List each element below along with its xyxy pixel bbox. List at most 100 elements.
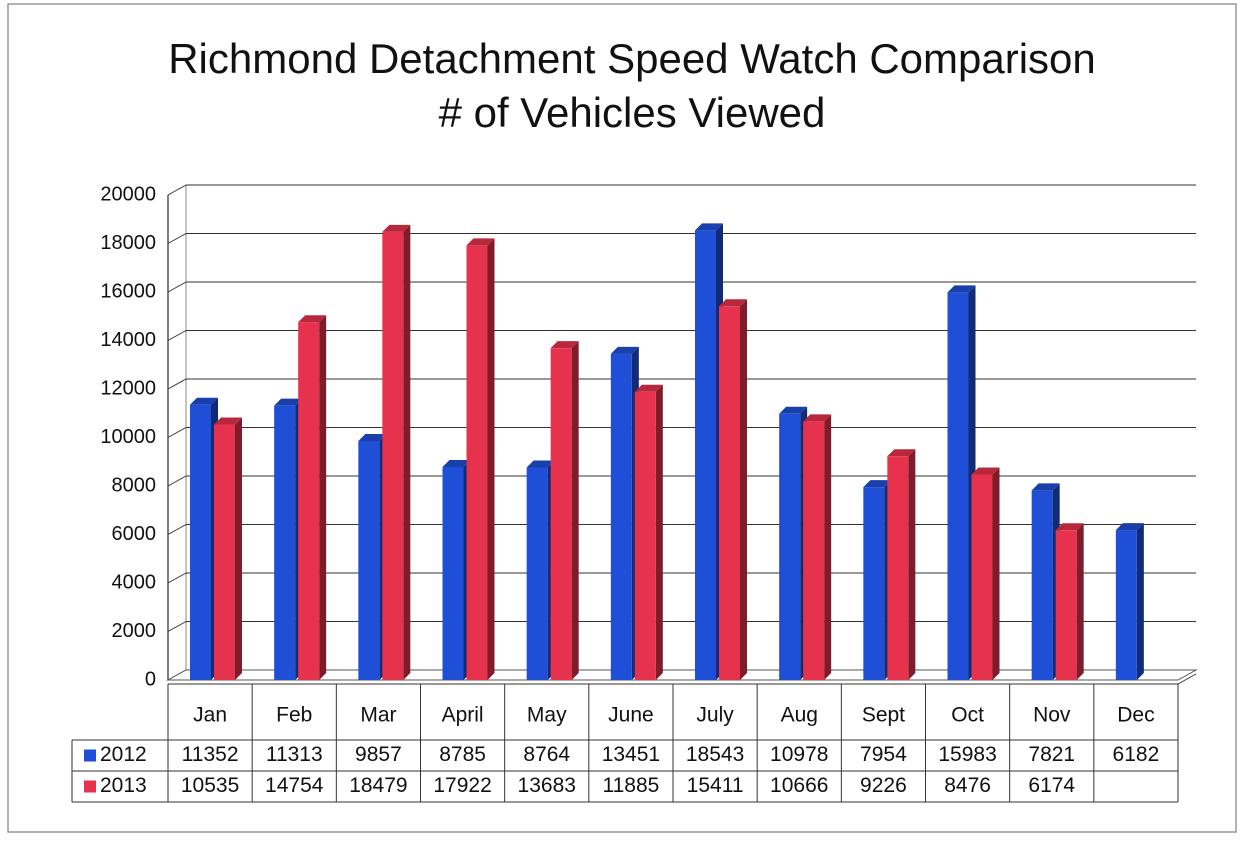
bar-top (550, 341, 579, 349)
bar (803, 421, 825, 680)
bar (887, 456, 909, 680)
bar-top (358, 433, 387, 441)
bar-side (571, 341, 579, 680)
bar-top (190, 397, 218, 405)
data-label: 17922 (433, 774, 491, 797)
bar-side (235, 417, 242, 680)
bar (695, 230, 716, 680)
grid-line (167, 524, 187, 535)
bar-top (719, 299, 747, 307)
x-tick-label: May (527, 704, 567, 727)
y-tick-label: 6000 (112, 523, 157, 545)
bar (442, 466, 464, 680)
bar (382, 231, 404, 680)
legend-swatch (84, 749, 96, 762)
data-label: 9857 (355, 743, 402, 766)
legend-label: 2013 (100, 774, 147, 797)
x-tick-label: June (608, 704, 654, 727)
bar-side (1076, 523, 1084, 680)
bar (971, 474, 993, 680)
bar-top (610, 346, 639, 354)
bar (526, 467, 548, 680)
x-tick-label: Nov (1033, 704, 1071, 727)
bar (1055, 530, 1077, 680)
bar (634, 391, 656, 680)
data-label: 11313 (266, 743, 323, 766)
bar (466, 245, 488, 681)
bar (947, 292, 969, 680)
grid-line (167, 378, 187, 390)
x-tick-label: Sept (862, 704, 905, 727)
y-tick-label: 4000 (112, 571, 157, 593)
bar-top (274, 398, 303, 406)
bar-top (887, 449, 916, 457)
data-label: 10535 (181, 774, 239, 797)
bar-top (695, 223, 723, 231)
data-label: 18543 (686, 743, 744, 766)
bar-top (803, 414, 832, 422)
data-label: 6174 (1028, 774, 1075, 797)
bar-side (319, 315, 327, 680)
x-tick-label: Jan (193, 704, 227, 727)
data-label: 7954 (860, 743, 907, 766)
y-tick-label: 0 (145, 668, 156, 690)
y-tick-label: 8000 (112, 474, 157, 496)
chart-subtitle: # of Vehicles Viewed (439, 89, 826, 136)
data-label: 11885 (602, 774, 659, 797)
y-tick-label: 16000 (100, 280, 156, 302)
bar-side (487, 238, 495, 681)
data-label: 18479 (349, 774, 407, 797)
x-tick-label: Oct (951, 704, 984, 727)
bar (274, 405, 296, 680)
legend-label: 2012 (100, 743, 147, 766)
y-tick-label: 14000 (100, 329, 156, 351)
grid-line (167, 330, 187, 341)
y-tick-label: 18000 (100, 232, 156, 254)
bar-top (947, 285, 976, 293)
bar (550, 348, 572, 680)
bar-top (1031, 483, 1060, 491)
grid-line (167, 281, 187, 293)
bar (1031, 490, 1053, 680)
grid-line (167, 184, 187, 196)
table-line (1177, 673, 1197, 685)
y-tick-label: 20000 (100, 183, 156, 205)
x-tick-label: July (696, 704, 734, 727)
bar-top (214, 417, 242, 425)
data-label: 9226 (860, 774, 907, 797)
data-label: 7821 (1028, 743, 1075, 766)
data-label: 8476 (944, 774, 991, 797)
bar (863, 487, 885, 680)
x-tick-label: Aug (781, 704, 818, 727)
bar (610, 353, 632, 680)
x-tick-label: Feb (276, 704, 312, 727)
bar (358, 440, 380, 680)
bar-top (382, 224, 411, 232)
bar-side (1136, 523, 1144, 680)
data-label: 8785 (439, 743, 486, 766)
bar-top (442, 459, 471, 467)
data-label: 10666 (770, 774, 828, 797)
bar-top (779, 406, 808, 414)
y-tick-label: 2000 (112, 620, 157, 642)
bar (190, 404, 211, 680)
bar-top (298, 315, 327, 323)
bar-side (824, 414, 832, 680)
data-label: 15411 (687, 774, 744, 797)
bar (1115, 530, 1137, 680)
grid-line (167, 621, 187, 632)
data-label: 10978 (770, 743, 828, 766)
frame (7, 3, 1237, 833)
x-tick-label: Dec (1117, 704, 1154, 727)
bar-side (992, 467, 1000, 680)
x-tick-label: Mar (360, 704, 396, 727)
y-tick-label: 10000 (100, 426, 156, 448)
floor (166, 669, 1198, 681)
bar (298, 322, 320, 680)
bar (779, 413, 801, 680)
chart-title: Richmond Detachment Speed Watch Comparis… (168, 35, 1096, 82)
bar-side (403, 224, 411, 680)
bar-top (1055, 523, 1084, 531)
bar (719, 306, 740, 680)
